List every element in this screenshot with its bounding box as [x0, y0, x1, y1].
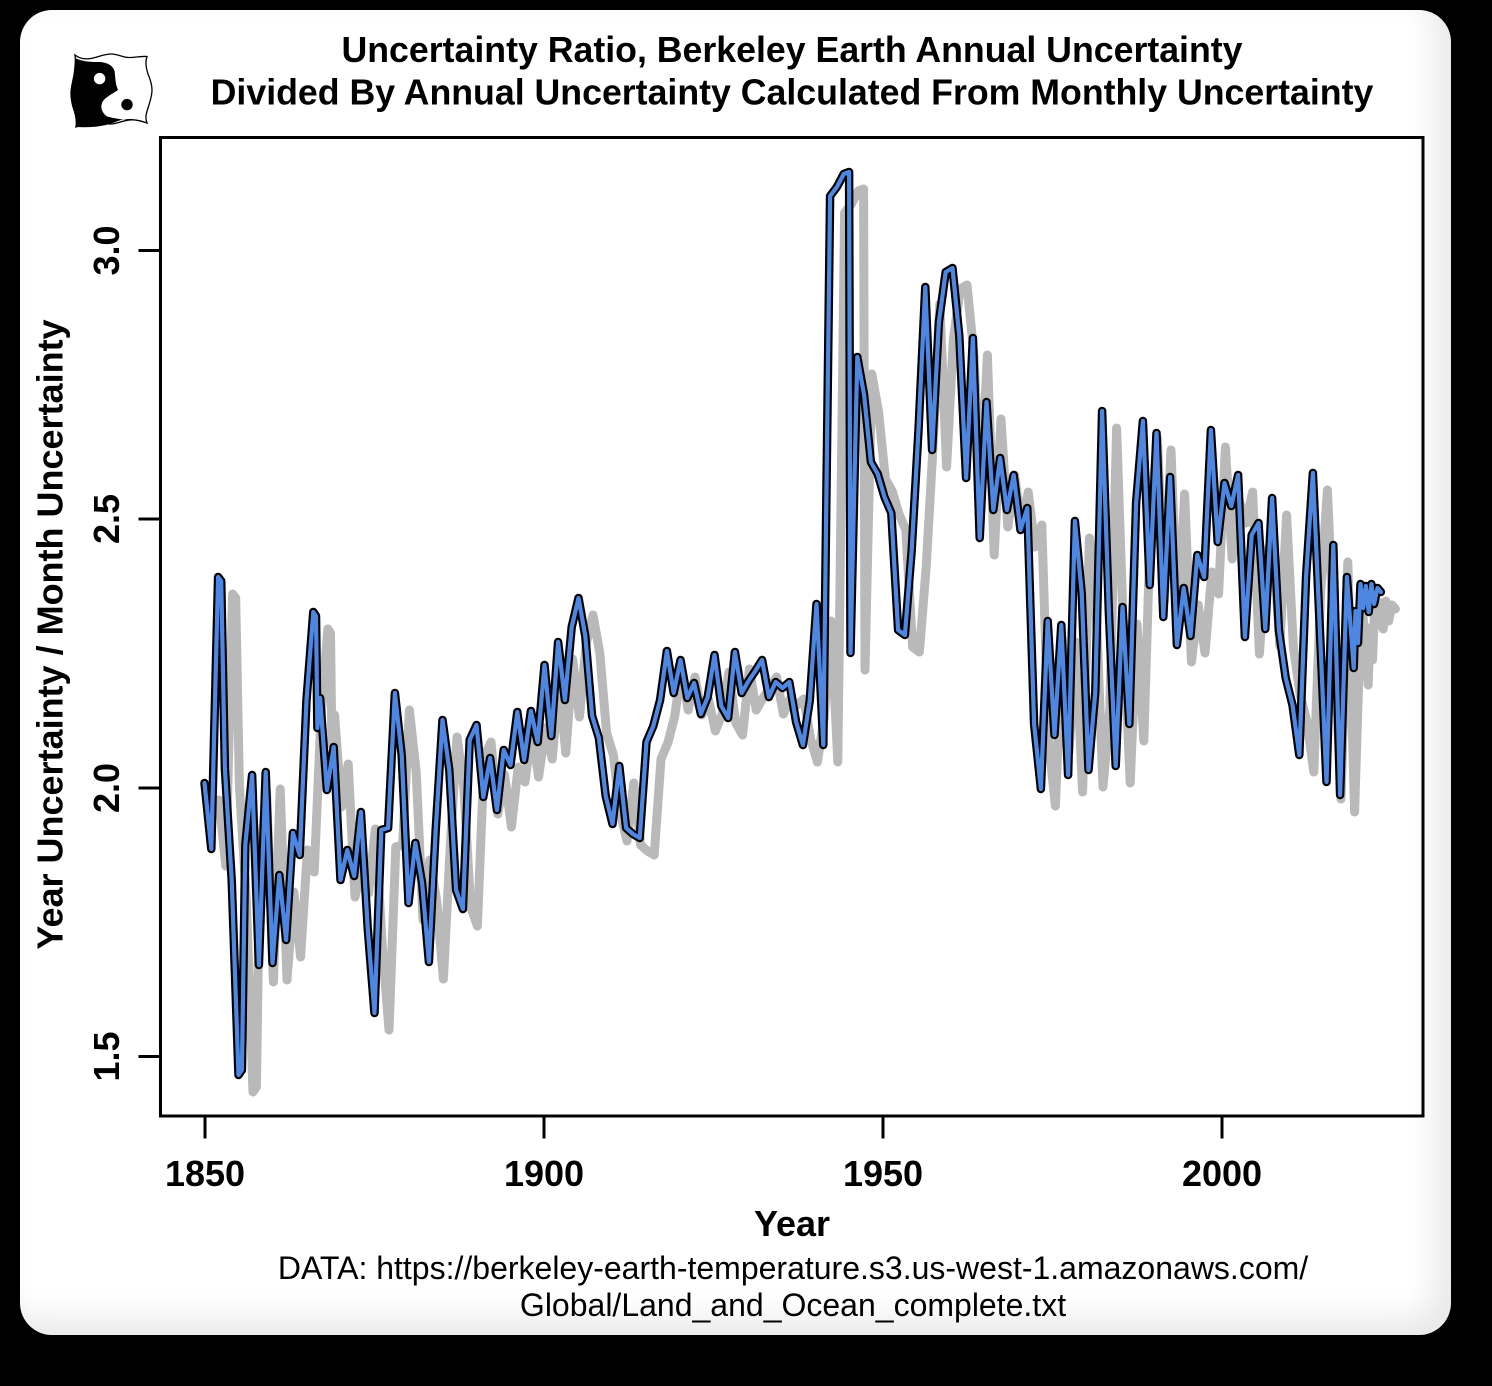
svg-text:1850: 1850 — [165, 1153, 245, 1194]
svg-text:3.0: 3.0 — [86, 225, 127, 275]
svg-text:2.5: 2.5 — [86, 494, 127, 544]
svg-text:1900: 1900 — [504, 1153, 584, 1194]
svg-text:2000: 2000 — [1182, 1153, 1262, 1194]
svg-text:Year Uncertainty / Month Uncer: Year Uncertainty / Month Uncertainty — [30, 319, 71, 949]
svg-text:1.5: 1.5 — [86, 1031, 127, 1081]
svg-text:DATA: https://berkeley-earth-t: DATA: https://berkeley-earth-temperature… — [278, 1250, 1308, 1286]
svg-text:2.0: 2.0 — [86, 763, 127, 813]
svg-text:Year: Year — [754, 1203, 830, 1244]
svg-text:Global/Land_and_Ocean_complete: Global/Land_and_Ocean_complete.txt — [520, 1287, 1066, 1323]
svg-text:Uncertainty Ratio, Berkeley Ea: Uncertainty Ratio, Berkeley Earth Annual… — [341, 30, 1242, 70]
svg-text:1950: 1950 — [843, 1153, 923, 1194]
svg-text:Divided By Annual Uncertainty: Divided By Annual Uncertainty Calculated… — [211, 73, 1374, 113]
